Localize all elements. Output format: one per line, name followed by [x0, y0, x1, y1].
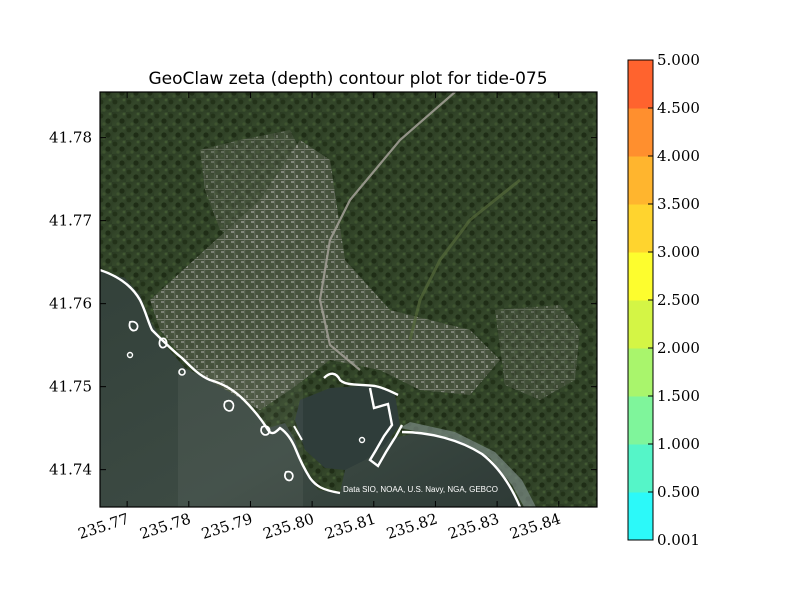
colorbar-tick-label: 4.500	[657, 99, 700, 117]
contour-line-rocks-1	[158, 337, 168, 349]
y-tick-label: 41.78	[49, 129, 92, 147]
x-tick-label: 235.83	[446, 510, 501, 543]
colorbar-segment	[628, 492, 653, 541]
colorbar-segment	[628, 444, 653, 493]
contour-line-rocks-4	[284, 470, 294, 482]
y-tick-label: 41.74	[49, 461, 92, 479]
x-tick-label: 235.80	[261, 510, 316, 543]
contour-line-jetty	[323, 372, 399, 397]
x-tick-label: 235.78	[138, 510, 193, 543]
highway	[318, 92, 456, 371]
colorbar-segment	[628, 156, 653, 205]
colorbar-tick-label: 1.500	[657, 387, 700, 405]
colorbar-segment	[628, 60, 653, 109]
colorbar: 0.001 0.500 1.000 1.500 2.000 2.500 3.000 3.500…	[627, 51, 700, 549]
colorbar-segment	[628, 108, 653, 157]
image-tile-seam	[178, 370, 303, 507]
contour-line-beach	[401, 430, 522, 507]
colorbar-tick-label: 1.000	[657, 435, 700, 453]
colorbar-tick-label: 2.000	[657, 339, 700, 357]
contour-line-rocks-2	[128, 320, 139, 332]
map-attribution: Data SIO, NOAA, U.S. Navy, NGA, GEBCO	[343, 485, 498, 494]
colorbar-tick-label: 3.000	[657, 243, 700, 261]
river	[408, 178, 521, 341]
x-tick-label: 235.77	[76, 510, 131, 543]
contour-line-coast	[100, 268, 341, 495]
x-tick-label: 235.84	[507, 510, 562, 543]
axes-frame	[99, 91, 598, 508]
town-north	[200, 130, 310, 250]
colorbar-tick-label: 2.500	[657, 291, 700, 309]
x-tick-label: 235.79	[199, 510, 254, 543]
surf-zone	[400, 422, 536, 507]
colorbar-segment	[628, 348, 653, 397]
contour-line-rocks-5	[260, 425, 271, 436]
contour-line-rocks-7	[126, 351, 134, 359]
town-east	[495, 305, 580, 400]
contour-line-rocks-3	[223, 399, 235, 412]
colorbar-tick-label: 0.001	[657, 531, 700, 549]
colorbar-segment	[628, 252, 653, 301]
contour-line-breakwater	[293, 425, 303, 441]
colorbar-tick-label: 4.000	[657, 147, 700, 165]
contour-line-rocks-6	[178, 368, 186, 376]
colorbar-tick-label: 0.500	[657, 483, 700, 501]
colorbar-segment	[628, 300, 653, 349]
y-tick-label: 41.76	[49, 295, 92, 313]
colorbar-segment	[628, 204, 653, 253]
ocean	[100, 270, 522, 507]
y-tick-label: 41.77	[49, 212, 92, 230]
contour-line-harbor-mole	[368, 387, 404, 468]
x-tick-label: 235.81	[322, 510, 377, 543]
plot-area: Data SIO, NOAA, U.S. Navy, NGA, GEBCO	[100, 92, 597, 507]
chart-title: GeoClaw zeta (depth) contour plot for ti…	[148, 69, 547, 89]
x-tick-label: 235.82	[384, 510, 439, 543]
colorbar-tick-label: 5.000	[657, 51, 700, 69]
colorbar-tick-label: 3.500	[657, 195, 700, 213]
colorbar-segment	[628, 396, 653, 445]
y-tick-label: 41.75	[49, 378, 92, 396]
contour-line-rocks-8	[358, 436, 366, 444]
